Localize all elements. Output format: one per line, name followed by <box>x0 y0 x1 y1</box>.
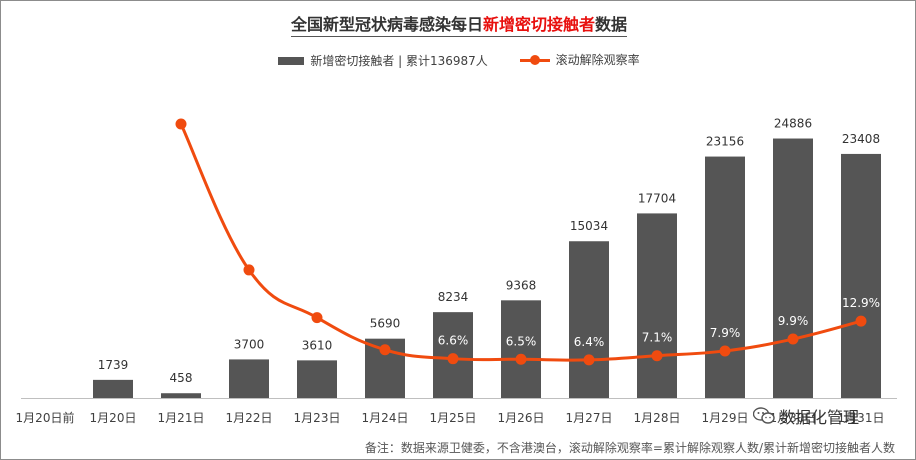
line-value-label: 7.9% <box>710 326 741 340</box>
bar-value-label: 9368 <box>506 278 537 292</box>
x-tick-label: 1月30日 <box>770 411 817 425</box>
x-tick-label: 1月26日 <box>498 411 545 425</box>
bar-value-label: 15034 <box>570 219 608 233</box>
chart-note: 备注：数据来源卫健委，不含港澳台，滚动解除观察率=累计解除观察人数/累计新增密切… <box>364 441 895 455</box>
watermark: 数据化管理 <box>753 404 859 428</box>
line-value-label: 8.1% <box>370 325 401 339</box>
bar <box>297 360 337 398</box>
x-tick-label: 1月25日 <box>430 411 477 425</box>
bar-value-label: 5690 <box>370 317 401 331</box>
line-series-path <box>179 123 862 362</box>
x-tick-label: 1月27日 <box>566 411 613 425</box>
bar-value-label: 8234 <box>438 290 469 304</box>
line-point <box>719 345 731 357</box>
x-tick-label: 1月20日前 <box>16 410 75 425</box>
line-point <box>447 353 459 365</box>
line-point <box>379 344 391 356</box>
bar <box>841 153 881 398</box>
line-point <box>855 315 867 327</box>
bar <box>229 359 269 398</box>
bar <box>705 156 745 398</box>
chart-title: 全国新型冠状病毒感染每日新增密切接触者数据 <box>1 11 915 37</box>
bar <box>93 379 133 398</box>
bar <box>161 393 201 398</box>
wechat-icon <box>753 407 775 424</box>
bar-value-label: 24886 <box>774 117 812 131</box>
bar-value-label: 23156 <box>706 135 744 149</box>
legend-bar-label: 新增密切接触者 | 累计136987人 <box>310 54 488 68</box>
line-point <box>651 350 663 362</box>
watermark-text: 数据化管理 <box>779 408 860 427</box>
bar-value-label: 3700 <box>234 337 265 351</box>
x-tick-label: 1月28日 <box>634 411 681 425</box>
bar <box>637 213 677 398</box>
line-point <box>787 333 799 345</box>
line-value-label: 7.1% <box>642 331 673 345</box>
bar <box>569 241 609 398</box>
legend-line-label: 滚动解除观察率 <box>555 53 640 67</box>
x-tick-label: 1月24日 <box>362 411 409 425</box>
bar <box>773 138 813 398</box>
legend-line-swatch <box>519 54 550 65</box>
chart-legend: 新增密切接触者 | 累计136987人 滚动解除观察率 <box>1 51 915 69</box>
line-point <box>583 354 595 366</box>
x-tick-label: 1月31日 <box>838 411 885 425</box>
line-point <box>243 264 255 276</box>
title-highlight: 新增密切接触者 <box>482 15 595 34</box>
x-tick-label: 1月20日 <box>90 411 137 425</box>
line-value-label: 6.4% <box>574 335 605 349</box>
line-point <box>515 353 527 365</box>
x-tick-label: 1月22日 <box>226 411 273 425</box>
line-value-label: 6.5% <box>506 334 537 348</box>
legend-bar-swatch <box>278 56 305 65</box>
bar-value-label: 1739 <box>98 358 129 372</box>
title-part2: 数据 <box>595 15 628 34</box>
line-value-label: 12.9% <box>842 296 880 310</box>
line-value-label: 6.6% <box>438 334 469 348</box>
x-tick-label: 1月21日 <box>158 411 205 425</box>
line-value-label: 9.9% <box>778 314 809 328</box>
bar <box>501 300 541 398</box>
bar-value-label: 3610 <box>302 338 333 352</box>
bar-value-label: 23408 <box>842 132 880 146</box>
x-tick-label: 1月29日 <box>702 411 749 425</box>
x-tick-label: 1月23日 <box>294 411 341 425</box>
legend-item-line[interactable]: 滚动解除观察率 <box>519 51 640 68</box>
line-point <box>311 312 323 324</box>
bar-value-label: 17704 <box>638 191 676 205</box>
bar-value-label: 458 <box>170 371 193 385</box>
legend-item-bar[interactable]: 新增密切接触者 | 累计136987人 <box>278 52 488 69</box>
title-part1: 全国新型冠状病毒感染每日 <box>290 15 483 34</box>
line-point <box>175 118 187 130</box>
